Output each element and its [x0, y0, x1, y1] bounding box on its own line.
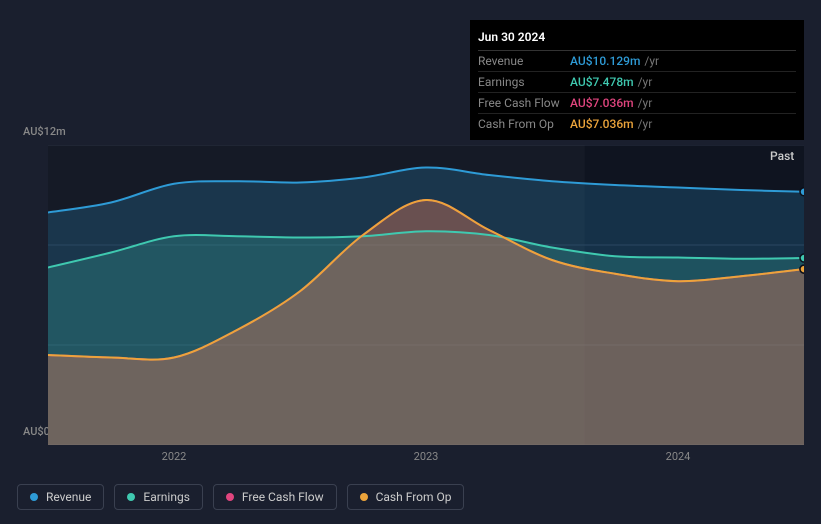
tooltip-row: EarningsAU$7.478m/yr	[478, 72, 796, 93]
tooltip-row: RevenueAU$10.129m/yr	[478, 51, 796, 72]
legend-item-fcf[interactable]: Free Cash Flow	[213, 484, 337, 510]
legend-item-cashop[interactable]: Cash From Op	[347, 484, 465, 510]
tooltip-row-unit: /yr	[638, 96, 653, 110]
legend-item-earnings[interactable]: Earnings	[114, 484, 203, 510]
legend: Revenue Earnings Free Cash Flow Cash From O…	[17, 484, 464, 510]
tooltip-row-value: AU$7.036m	[570, 96, 634, 110]
tooltip-row-unit: /yr	[638, 75, 653, 89]
end-marker-earnings	[800, 254, 804, 262]
x-tick: 2023	[414, 450, 439, 463]
chart-container: AU$12m AU$0 Past 2022 2023 2024	[17, 125, 804, 480]
area-chart[interactable]	[48, 145, 804, 445]
past-region-label: Past	[770, 149, 796, 163]
tooltip-row-unit: /yr	[638, 117, 653, 131]
legend-dot-icon	[360, 493, 368, 501]
legend-label: Earnings	[143, 490, 190, 504]
end-marker-revenue	[800, 188, 804, 196]
tooltip-row-value: AU$7.036m	[570, 117, 634, 131]
y-axis-max-label: AU$12m	[23, 125, 66, 138]
tooltip-row: Cash From OpAU$7.036m/yr	[478, 114, 796, 134]
legend-dot-icon	[127, 493, 135, 501]
tooltip-row-value: AU$7.478m	[570, 75, 634, 89]
tooltip-date: Jun 30 2024	[478, 26, 796, 51]
legend-label: Revenue	[46, 490, 91, 504]
tooltip-row-unit: /yr	[644, 54, 659, 68]
legend-label: Free Cash Flow	[242, 490, 324, 504]
legend-dot-icon	[30, 493, 38, 501]
x-tick: 2024	[666, 450, 691, 463]
tooltip-row-label: Free Cash Flow	[478, 96, 570, 110]
legend-label: Cash From Op	[376, 490, 452, 504]
tooltip-row-label: Earnings	[478, 75, 570, 89]
data-tooltip: Jun 30 2024 RevenueAU$10.129m/yrEarnings…	[470, 20, 804, 140]
y-axis-min-label: AU$0	[23, 425, 50, 438]
tooltip-row: Free Cash FlowAU$7.036m/yr	[478, 93, 796, 114]
legend-dot-icon	[226, 493, 234, 501]
tooltip-row-label: Cash From Op	[478, 117, 570, 131]
tooltip-row-label: Revenue	[478, 54, 570, 68]
tooltip-row-value: AU$10.129m	[570, 54, 640, 68]
end-marker-cashop	[800, 265, 804, 273]
x-tick: 2022	[162, 450, 187, 463]
legend-item-revenue[interactable]: Revenue	[17, 484, 104, 510]
x-axis: 2022 2023 2024	[48, 450, 804, 470]
